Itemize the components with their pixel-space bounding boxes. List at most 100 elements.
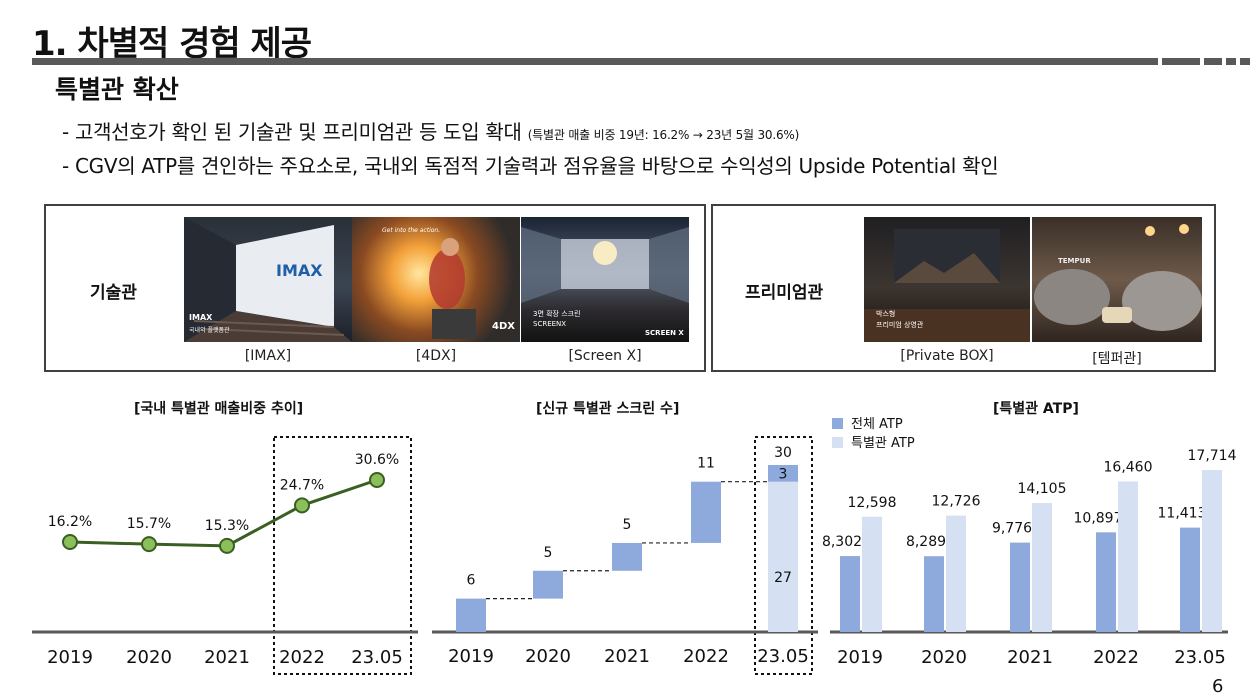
chart1-series-line (69, 478, 378, 548)
chart2-tick-label: 2021 (604, 646, 650, 667)
imax-overlay-title: IMAX (189, 313, 213, 322)
screenx-badge: SCREEN X (645, 329, 684, 337)
title-rule-dash (1204, 58, 1222, 65)
chart3-data-label: 12,598 (848, 495, 897, 511)
chart2-bar-2021 (612, 542, 642, 571)
screenx-theater-photo: 3면 확장 스크린 SCREENX SCREEN X (521, 217, 689, 342)
4dx-logo: 4DX (492, 321, 515, 332)
chart3-bar-2021-s1 (1010, 542, 1030, 632)
4dx-theater-photo: Get into the action. 4DX (352, 217, 520, 342)
chart1-point-2020 (141, 536, 157, 553)
4dx-tagline: Get into the action. (382, 227, 441, 234)
chart1-tick-label: 2019 (47, 647, 93, 668)
chart1-tick-label: 2021 (204, 647, 250, 668)
chart2-tick-label: 2019 (448, 646, 494, 667)
chart3-title: [특별관 ATP] (993, 401, 1079, 417)
chart3-data-label: 10,897 (1074, 510, 1123, 526)
chart2-bar-23.05-top (768, 465, 798, 482)
chart3-legend-label: 특별관 ATP (851, 436, 915, 451)
chart2-data-label: 11 (697, 456, 715, 472)
chart1-tick-label: 2022 (279, 647, 325, 668)
chart2-bar-2020 (533, 570, 563, 599)
chart2-data-label: 6 (467, 573, 476, 589)
chart3-bar-2022-s2 (1118, 481, 1138, 632)
chart2-tick-label: 2020 (525, 646, 571, 667)
chart3-bar-2022-s1 (1096, 532, 1116, 632)
chart2-title: [신규 특별관 스크린 수] (536, 401, 680, 417)
chart1-point-2022 (294, 497, 310, 514)
title-rule-dash (1162, 58, 1200, 65)
tempur-theater-photo: TEMPUR (1032, 217, 1202, 342)
tempur-caption: [템퍼관] (1092, 351, 1142, 367)
chart2-data-label: 5 (623, 517, 632, 533)
chart3-data-label: 11,413 (1158, 506, 1207, 522)
chart1-tick-label: 2020 (126, 647, 172, 668)
chart3-data-label: 17,714 (1188, 448, 1237, 464)
screenx-overlay-sub: SCREENX (533, 320, 567, 328)
chart1-data-label: 16.2% (48, 514, 92, 530)
screenx-overlay-title: 3면 확장 스크린 (533, 310, 581, 318)
chart1-data-label: 15.3% (205, 518, 249, 534)
chart2-data-label: 30 (774, 445, 792, 461)
bullet-1: - 고객선호가 확인 된 기술관 및 프리미엄관 등 도입 확대 (특별관 매출… (62, 116, 799, 145)
bullet-2-text: - CGV의 ATP를 견인하는 주요소로, 국내외 독점적 기술력과 점유율을… (62, 154, 999, 178)
chart3-tick-label: 23.05 (1174, 647, 1226, 668)
page-title: 1. 차별적 경험 제공 (32, 24, 312, 64)
title-rule-dash (1240, 58, 1250, 65)
private-box-overlay-title: 박스형 (876, 310, 896, 318)
chart2-tick-label: 2022 (683, 646, 729, 667)
private-box-overlay-sub: 프리미엄 상영관 (876, 321, 924, 329)
chart2-top-label: 3 (779, 466, 788, 482)
chart2-base-label: 27 (774, 570, 792, 586)
chart3-tick-label: 2022 (1093, 647, 1139, 668)
chart3-tick-label: 2019 (837, 647, 883, 668)
chart3-bar-23.05-s1 (1180, 527, 1200, 632)
bullet-1-text: - 고객선호가 확인 된 기술관 및 프리미엄관 등 도입 확대 (62, 120, 528, 144)
chart1-data-label: 24.7% (280, 477, 324, 493)
screenx-caption: [Screen X] (568, 348, 642, 364)
page-number: 6 (1212, 676, 1224, 697)
private-box-caption: [Private BOX] (900, 348, 994, 364)
imax-overlay-sub: 국내외 플랫폼관 (189, 327, 230, 334)
chart3-bar-2021-s2 (1032, 503, 1052, 632)
bullet-1-note: (특별관 매출 비중 19년: 16.2% → 23년 5월 30.6%) (527, 128, 800, 142)
chart3-bar-2019-s2 (862, 516, 882, 632)
chart1-tick-label: 23.05 (351, 647, 403, 668)
chart1-data-label: 30.6% (355, 452, 399, 468)
chart2-bar-2019 (456, 598, 486, 632)
chart1-data-label: 15.7% (127, 516, 171, 532)
chart3-bar-2020-s2 (946, 515, 966, 632)
chart3-data-label: 8,289 (906, 534, 946, 550)
chart2-tick-label: 23.05 (757, 646, 809, 667)
chart2-highlight-box (754, 436, 813, 675)
title-rule-dash (1226, 58, 1236, 65)
chart3-data-label: 9,776 (992, 521, 1032, 537)
bullet-2: - CGV의 ATP를 견인하는 주요소로, 국내외 독점적 기술력과 점유율을… (62, 150, 999, 179)
imax-caption: [IMAX] (244, 348, 292, 364)
tech-theater-label: 기술관 (90, 283, 137, 303)
imax-theater-photo: IMAX IMAX 국내외 플랫폼관 (184, 217, 352, 342)
chart2-bar-23.05-base (768, 481, 798, 632)
tech-theater-box (44, 204, 706, 372)
premium-theater-label: 프리미엄관 (745, 283, 824, 303)
imax-screen-logo: IMAX (276, 261, 323, 280)
chart2-bar-2022 (691, 481, 721, 543)
private-box-photo: 박스형 프리미엄 상영관 (864, 217, 1030, 342)
chart3-data-label: 16,460 (1104, 459, 1153, 475)
chart3-bar-23.05-s2 (1202, 470, 1222, 632)
chart3-legend-swatch (832, 437, 843, 448)
chart1-highlight-box (273, 436, 412, 675)
section-subtitle: 특별관 확산 (55, 75, 179, 104)
premium-theater-box (711, 204, 1216, 372)
chart1-point-2021 (219, 537, 235, 554)
chart3-bar-2019-s1 (840, 556, 860, 632)
chart1-point-23.05 (369, 472, 385, 488)
chart3-data-label: 8,302 (822, 534, 862, 550)
chart3-legend-label: 전체 ATP (851, 417, 903, 432)
chart3-tick-label: 2020 (921, 647, 967, 668)
chart1-point-2019 (62, 534, 78, 550)
chart2-data-label: 5 (544, 545, 553, 561)
chart3-tick-label: 2021 (1007, 647, 1053, 668)
chart1-title: [국내 특별관 매출비중 추이] (134, 401, 304, 417)
